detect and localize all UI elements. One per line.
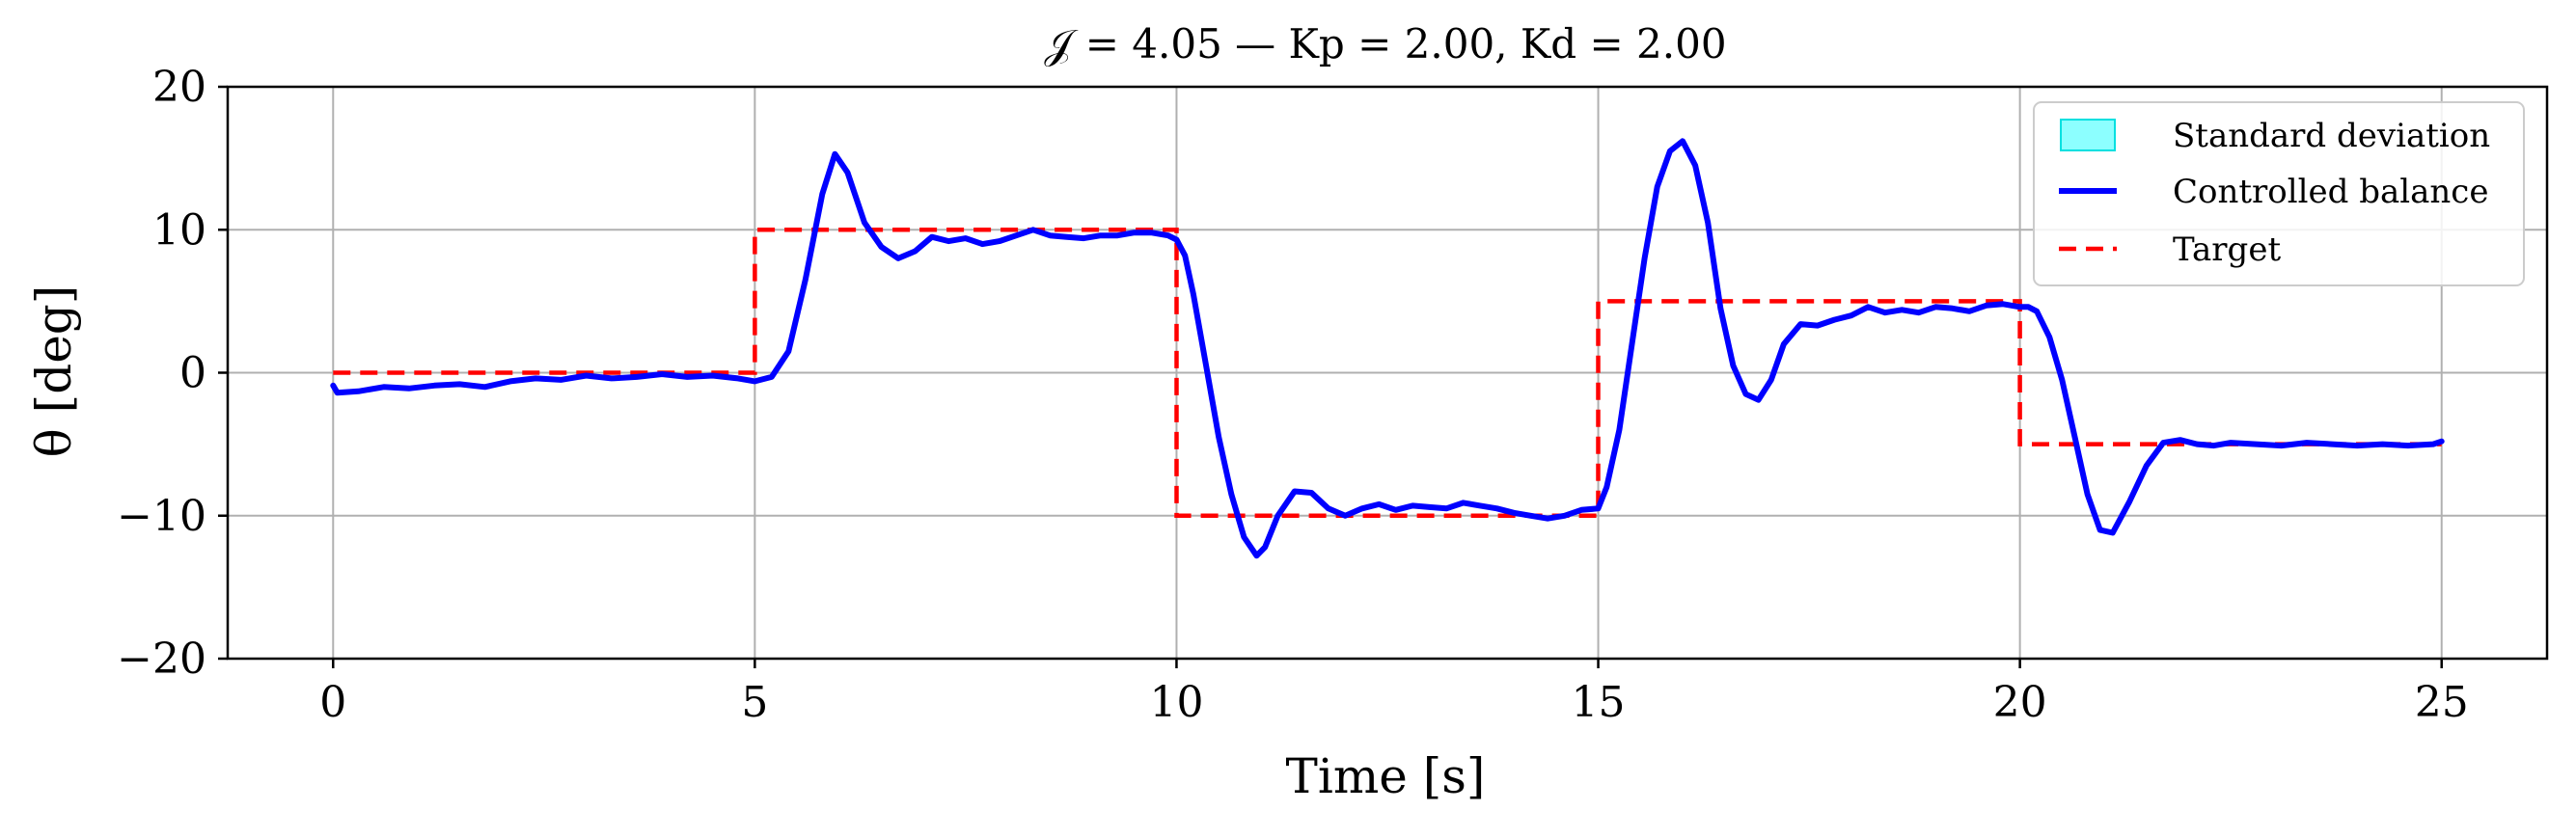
x-tick-label: 20 (1993, 678, 2047, 727)
y-tick-label: 20 (152, 63, 206, 112)
target-line (333, 228, 2442, 519)
legend-frame (2033, 101, 2525, 286)
legend-target-label: Target (2173, 230, 2281, 269)
legend-std-swatch (2060, 119, 2116, 151)
x-axis-ticks: 0 5 10 15 20 25 (319, 659, 2469, 727)
plot-series (330, 138, 2445, 559)
legend-std-label: Standard deviation (2173, 117, 2490, 155)
x-tick-label: 25 (2415, 678, 2469, 727)
y-axis-label: θ [deg] (26, 285, 82, 458)
x-tick-label: 0 (319, 678, 346, 727)
x-tick-label: 5 (741, 678, 768, 727)
x-axis-label: Time [s] (1286, 748, 1486, 804)
y-tick-label: −10 (117, 492, 206, 541)
y-axis-ticks: −20 −10 0 10 20 (117, 63, 228, 684)
legend: Standard deviation Controlled balance Ta… (2033, 101, 2525, 286)
y-tick-label: −20 (117, 635, 206, 684)
x-tick-label: 15 (1572, 678, 1626, 727)
y-tick-label: 0 (179, 349, 206, 398)
legend-balance-label: Controlled balance (2173, 173, 2488, 211)
y-tick-label: 10 (152, 205, 206, 255)
chart-title: 𝒥 = 4.05 — Kp = 2.00, Kd = 2.00 (1044, 20, 1726, 68)
x-tick-label: 10 (1149, 678, 1203, 727)
controlled-balance-line (330, 138, 2445, 559)
